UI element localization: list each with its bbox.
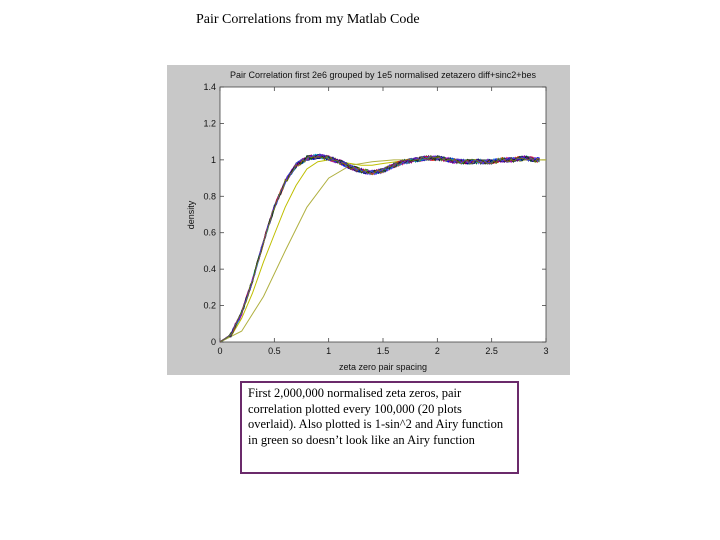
x-tick-label: 2.5 [485,346,498,356]
pair-correlation-chart: Pair Correlation first 2e6 grouped by 1e… [186,70,549,372]
y-tick-label: 1 [211,155,216,165]
caption-box: First 2,000,000 normalised zeta zeros, p… [240,381,519,474]
plot-area [219,86,547,343]
y-tick-label: 0.2 [203,301,216,311]
x-tick-label: 2 [435,346,440,356]
overlaid-series-19 [219,153,540,343]
x-tick-label: 0.5 [268,346,281,356]
y-tick-label: 1.2 [203,118,216,128]
overlaid-series-20 [219,154,540,343]
x-axis-label: zeta zero pair spacing [339,362,427,372]
x-ticks: 0 0.5 1 1.5 2 2.5 3 [217,87,549,356]
y-ticks: 0 0.2 0.4 0.6 0.8 1 1.2 1.4 [203,82,546,347]
y-tick-label: 0.4 [203,264,216,274]
slide-title: Pair Correlations from my Matlab Code [196,12,420,27]
x-tick-label: 3 [543,346,548,356]
y-tick-label: 1.4 [203,82,216,92]
y-tick-label: 0.8 [203,191,216,201]
x-tick-label: 1 [326,346,331,356]
x-tick-label: 1.5 [377,346,390,356]
y-tick-label: 0.6 [203,228,216,238]
x-tick-label: 0 [217,346,222,356]
matlab-figure: Pair Correlation first 2e6 grouped by 1e… [167,65,570,375]
y-axis-label: density [186,200,196,229]
y-tick-label: 0 [211,337,216,347]
chart-title: Pair Correlation first 2e6 grouped by 1e… [230,70,537,80]
series-group [219,153,546,343]
